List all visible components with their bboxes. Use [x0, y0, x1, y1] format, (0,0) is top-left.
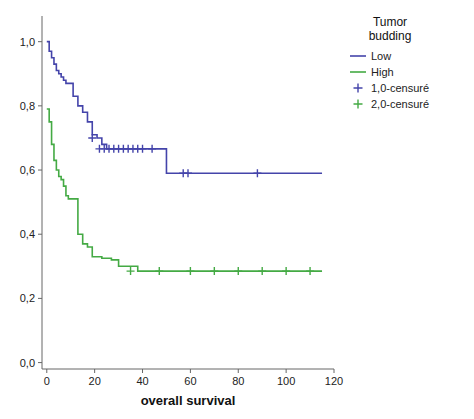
y-tick	[38, 41, 42, 42]
legend-title-line: Tumor	[373, 15, 407, 29]
censored-mark	[282, 267, 290, 275]
plot-marks	[47, 42, 322, 275]
y-tick	[38, 170, 42, 171]
censored-mark	[234, 267, 242, 275]
survival-step-line	[47, 42, 322, 174]
x-tick	[94, 369, 95, 373]
y-tick	[38, 105, 42, 106]
censored-mark	[155, 267, 163, 275]
legend-label: Low	[371, 50, 391, 62]
censored-mark	[139, 145, 147, 153]
y-axis-line	[42, 16, 43, 369]
legend-label: 2,0-censuré	[371, 98, 429, 110]
y-tick-label: 0,0	[20, 357, 35, 369]
x-tick-label: 60	[184, 375, 196, 387]
legend-swatch	[350, 71, 366, 73]
legend-swatch	[350, 55, 366, 57]
legend-title-line: budding	[369, 29, 412, 43]
survival-step-line	[47, 109, 322, 271]
legend-title: Tumorbudding	[369, 15, 412, 43]
x-tick	[142, 369, 143, 373]
x-tick	[238, 369, 239, 373]
y-tick-label: 0,2	[20, 292, 35, 304]
x-tick	[334, 369, 335, 373]
x-axis-label: overall survival	[141, 393, 236, 408]
legend-swatch	[354, 100, 363, 109]
x-tick	[286, 369, 287, 373]
censored-mark	[253, 169, 261, 177]
legend-label: 1,0-censuré	[371, 82, 429, 94]
legend-swatch	[354, 84, 363, 93]
y-tick-label: 0,8	[20, 100, 35, 112]
x-tick-label: 80	[232, 375, 244, 387]
y-tick	[38, 362, 42, 363]
x-tick	[46, 369, 47, 373]
legend: Tumorbudding Low High 1,0-censuré 2,0-censur…	[350, 15, 429, 110]
censored-mark	[258, 267, 266, 275]
censored-mark	[186, 267, 194, 275]
censored-mark	[306, 267, 314, 275]
x-tick-label: 120	[325, 375, 343, 387]
y-tick-label: 0,6	[20, 164, 35, 176]
y-tick-label: 1,0	[20, 36, 35, 48]
x-axis-line	[42, 369, 334, 370]
x-tick-label: 20	[89, 375, 101, 387]
legend-label: High	[371, 66, 394, 78]
x-tick-label: 0	[44, 375, 50, 387]
x-tick-label: 100	[277, 375, 295, 387]
censored-mark	[127, 267, 135, 275]
x-tick	[190, 369, 191, 373]
y-tick	[38, 234, 42, 235]
censored-mark	[210, 267, 218, 275]
y-tick-label: 0,4	[20, 228, 35, 240]
censored-mark	[184, 169, 192, 177]
x-tick-label: 40	[136, 375, 148, 387]
censored-mark	[88, 134, 96, 142]
chart: 0 20 40 60 80 100 120 0,0 0,2 0,4 0,6 0,8 1,0 overall…	[0, 0, 474, 419]
censored-mark	[148, 145, 156, 153]
y-tick	[38, 298, 42, 299]
